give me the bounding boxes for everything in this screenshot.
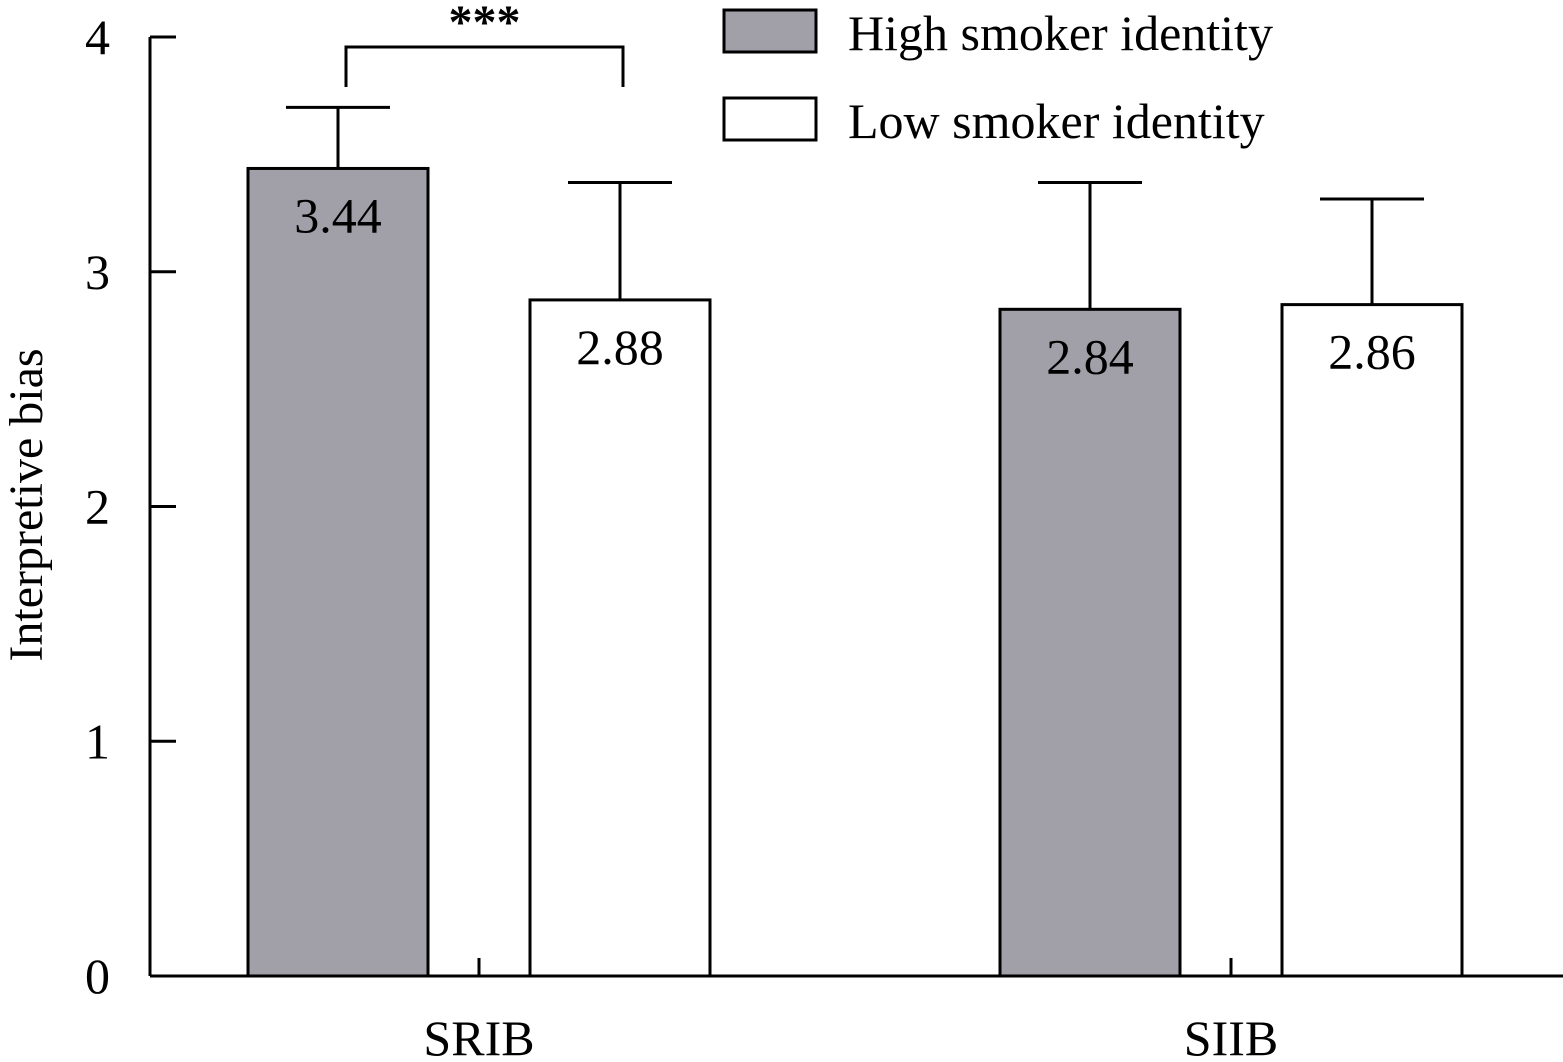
y-tick-label: 1 — [85, 713, 110, 769]
bar — [246, 166, 430, 978]
bar — [1280, 303, 1464, 978]
significance-label: *** — [449, 0, 521, 49]
legend-swatch — [722, 96, 818, 142]
data-label: 3.44 — [294, 187, 382, 243]
y-axis-title: Interpretive bias — [0, 348, 53, 661]
category-label: SRIB — [423, 1010, 534, 1057]
significance-bracket — [344, 45, 625, 87]
legend-label: High smoker identity — [848, 5, 1273, 61]
y-tick-label: 4 — [85, 9, 110, 65]
y-tick-label: 2 — [85, 479, 110, 535]
data-label: 2.84 — [1046, 328, 1134, 384]
y-tick-label: 0 — [85, 948, 110, 1004]
category-label: SIIB — [1184, 1010, 1278, 1057]
bar — [528, 298, 712, 978]
bar — [998, 307, 1182, 978]
legend-label: Low smoker identity — [848, 93, 1265, 149]
legend-swatch — [722, 8, 818, 54]
data-label: 2.86 — [1328, 324, 1416, 380]
y-tick-label: 3 — [85, 244, 110, 300]
data-label: 2.88 — [576, 319, 664, 375]
